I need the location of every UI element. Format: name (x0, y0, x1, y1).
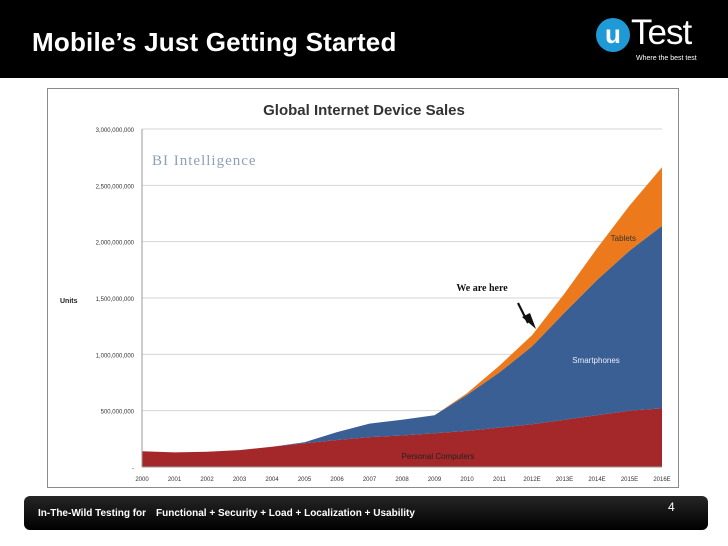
annotation-we-are-here: We are here (456, 283, 508, 294)
annotation-personal-computers: Personal Computers (402, 452, 475, 461)
axes (141, 129, 662, 468)
x-tick-label: 2004 (265, 477, 279, 483)
chart-frame: - 500,000,000 1,000,000,000 1,500,000,000 2,… (47, 88, 679, 488)
x-tick-label: 2002 (200, 477, 214, 483)
x-tick-label: 2006 (330, 477, 344, 483)
we-are-here-arrowhead (522, 313, 536, 329)
area-smartphones (142, 225, 662, 453)
area-tablets (142, 167, 662, 453)
x-tick-labels: 2000 2001 2002 2003 2004 2005 2006 2007 2008 2009… (135, 477, 670, 483)
x-tick-label: 2012E (523, 477, 540, 483)
x-tick-label: 2009 (428, 477, 442, 483)
x-tick-label: 2008 (395, 477, 409, 483)
x-tick-label: 2007 (363, 477, 377, 483)
annotation-smartphones: Smartphones (572, 356, 620, 365)
x-tick-label: 2000 (135, 477, 149, 483)
y-tick-labels: - 500,000,000 1,000,000,000 1,500,000,000 2,… (96, 128, 135, 472)
x-tick-label: 2016E (653, 477, 670, 483)
x-tick-label: 2014E (588, 477, 605, 483)
utest-logo: u Test Where the best test (596, 13, 708, 67)
y-tick-label: 1,000,000,000 (96, 353, 135, 359)
x-tick-label: 2011 (493, 477, 507, 483)
y-tick-label: 2,000,000,000 (96, 241, 135, 247)
series-areas (142, 167, 662, 467)
x-tick-label: 2003 (233, 477, 247, 483)
x-tick-label: 2010 (460, 477, 474, 483)
y-tick-label: 500,000,000 (101, 410, 135, 416)
y-tick-label: 3,000,000,000 (96, 128, 135, 134)
logo-tagline: Where the best test (636, 55, 697, 62)
x-tick-label: 2013E (556, 477, 573, 483)
chart-watermark: BI Intelligence (152, 153, 257, 169)
page-number: 4 (668, 500, 675, 514)
y-tick-label: - (132, 466, 134, 472)
x-tick-label: 2001 (168, 477, 182, 483)
chart-title: Global Internet Device Sales (263, 102, 465, 119)
logo-name: Test (631, 13, 692, 52)
y-tick-label: 1,500,000,000 (96, 297, 135, 303)
slide-title: Mobile’s Just Getting Started (32, 27, 397, 57)
footer-right-text: Functional + Security + Load + Localizat… (156, 508, 415, 519)
device-sales-chart: - 500,000,000 1,000,000,000 1,500,000,000 2,… (60, 102, 671, 483)
x-tick-label: 2005 (298, 477, 312, 483)
y-axis-label: Units (60, 298, 78, 305)
footer-bar: In-The-Wild Testing for Functional + Sec… (24, 496, 708, 530)
y-tick-label: 2,500,000,000 (96, 184, 135, 190)
slide-header: Mobile’s Just Getting Started u Test Whe… (0, 0, 728, 78)
x-tick-label: 2015E (621, 477, 638, 483)
footer-left-text: In-The-Wild Testing for (38, 508, 147, 519)
logo-mark: u (596, 18, 630, 52)
area-personal-computers (142, 408, 662, 467)
annotation-tablets: Tablets (611, 234, 636, 243)
